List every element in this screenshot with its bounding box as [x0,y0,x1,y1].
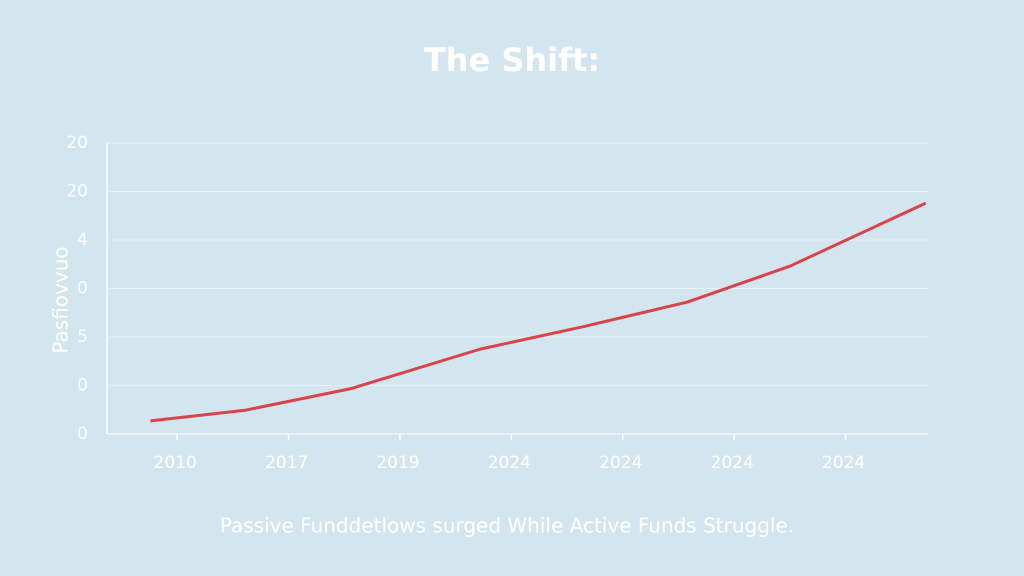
x-tick-label: 2024 [599,453,642,473]
y-axis-label: Pasfiovvuo [49,246,73,353]
chart-title: The Shift: [424,41,600,79]
data-line [150,201,927,423]
x-tick-label: 2024 [822,453,865,473]
y-tick-label: 20 [66,133,88,153]
x-tick-label: 2019 [376,453,419,473]
x-tick-label: 2010 [154,453,197,473]
y-tick-label: 5 [77,327,88,347]
y-tick-label: 0 [77,376,88,396]
y-tick-label: 0 [77,279,88,299]
y-tick-label: 20 [66,182,88,202]
caption: Passive Funddetlows surged While Active … [220,514,794,538]
x-tick-label: 2024 [711,453,754,473]
y-tick-label: 0 [77,424,88,444]
x-tick-label: 2017 [265,453,308,473]
y-tick-label: 4 [77,230,88,250]
x-tick-label: 2024 [488,453,531,473]
